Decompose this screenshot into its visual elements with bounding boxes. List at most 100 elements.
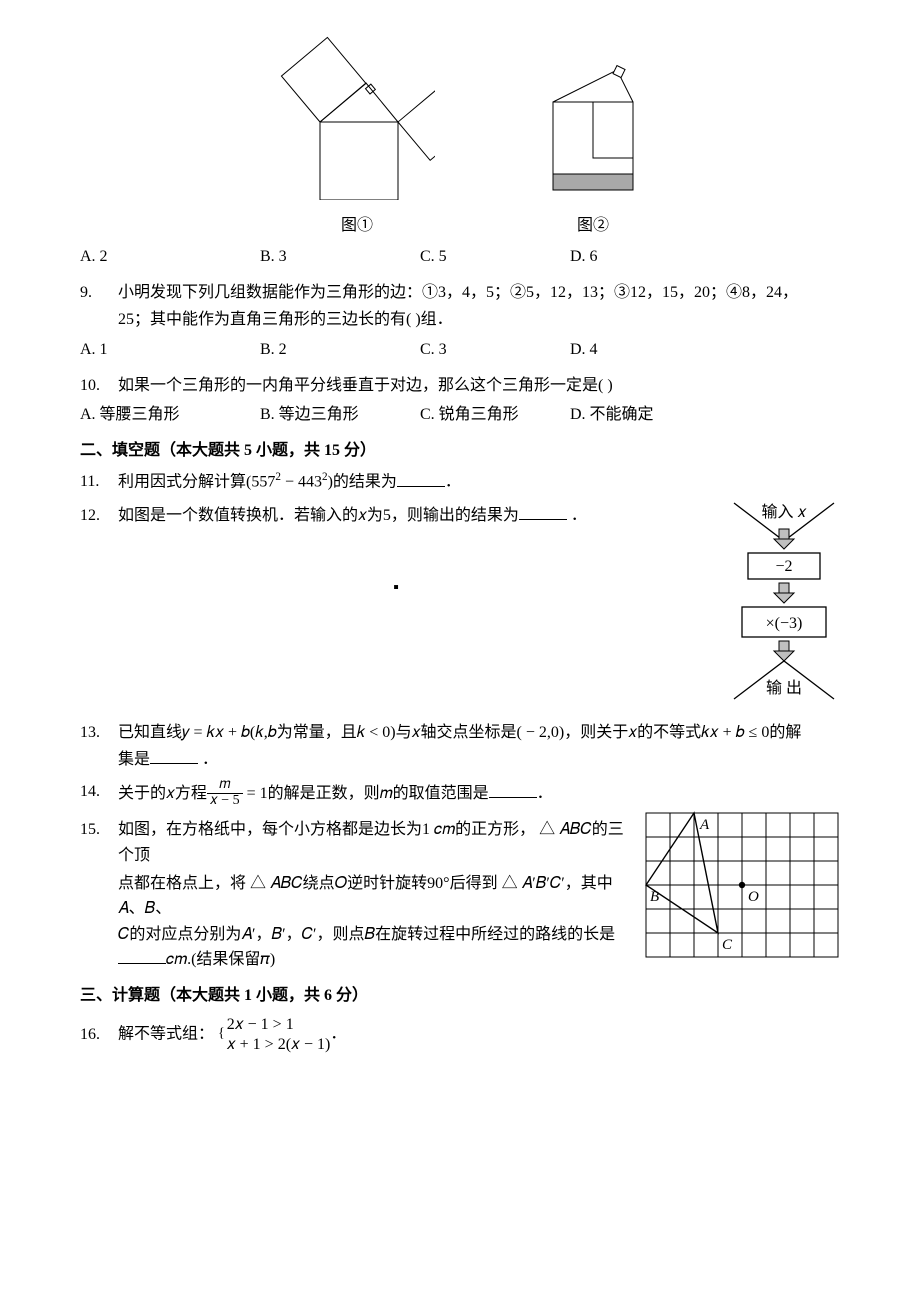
q8-choice-a: A. 2	[80, 244, 260, 270]
q16-pre: 解不等式组：	[118, 1025, 214, 1042]
q12-pre: 如图是一个数值转换机．若输入的𝑥为5，则输出的结果为	[118, 507, 519, 524]
q9-line2: 25；其中能作为直角三角形的三边长的有( )组．	[118, 307, 840, 333]
q9-choice-a: A. 1	[80, 337, 260, 363]
q14-mid: = 1的解是正数，则𝑚的取值范围是	[243, 785, 489, 802]
q15-l4-tail: 𝑐𝑚.(结果保留𝜋)	[166, 951, 275, 968]
q14-fraction: 𝑚𝑥 − 5	[207, 778, 243, 808]
q8-choice-c: C. 5	[420, 244, 570, 270]
q9: 9. 小明发现下列几组数据能作为三角形的边：①3，4，5；②5，12，13；③1…	[80, 280, 840, 306]
q13: 13. 已知直线𝑦 = 𝑘𝑥 + 𝑏(𝑘,𝑏为常量，且𝑘 < 0)与𝑥轴交点坐标…	[80, 720, 840, 746]
q12: 12. 如图是一个数值转换机．若输入的𝑥为5，则输出的结果为 ．	[80, 503, 712, 529]
q10-choice-a: A. 等腰三角形	[80, 402, 260, 428]
flowchart-icon: 输入 𝑥 −2 ×(−3) 输 出	[728, 497, 840, 705]
q16-system: { 2𝑥 − 1 > 1 𝑥 + 1 > 2(𝑥 − 1)	[218, 1015, 330, 1055]
q14-body: 关于的𝑥方程𝑚𝑥 − 5 = 1的解是正数，则𝑚的取值范围是 ．	[118, 779, 840, 809]
pythagoras-tree-icon	[279, 30, 435, 200]
q10: 10. 如果一个三角形的一内角平分线垂直于对边，那么这个三角形一定是( )	[80, 373, 840, 399]
grid-label-b: B	[650, 889, 659, 905]
q10-choice-b: B. 等边三角形	[260, 402, 420, 428]
q11-tail: ．	[445, 474, 461, 491]
q9-choice-d: D. 4	[570, 337, 840, 363]
grid-label-c: C	[722, 937, 733, 953]
q9-num: 9.	[80, 280, 118, 306]
q11: 11. 利用因式分解计算(5572 − 4432)的结果为．	[80, 469, 840, 495]
q12-row: 12. 如图是一个数值转换机．若输入的𝑥为5，则输出的结果为 ． ▪ 输入 𝑥 …	[80, 497, 840, 714]
q9-line1: 小明发现下列几组数据能作为三角形的边：①3，4，5；②5，12，13；③12，1…	[118, 284, 798, 301]
q8-choice-d: D. 6	[570, 244, 840, 270]
q15-l1: 如图，在方格纸中，每个小方格都是边长为1 𝑐𝑚的正方形， △ 𝐴𝐵𝐶的三个顶	[118, 817, 628, 868]
q9-body: 小明发现下列几组数据能作为三角形的边：①3，4，5；②5，12，13；③12，1…	[118, 280, 840, 306]
q9-choices: A. 1 B. 2 C. 3 D. 4	[80, 337, 840, 363]
q10-choices: A. 等腰三角形 B. 等边三角形 C. 锐角三角形 D. 不能确定	[80, 402, 840, 428]
section-2-heading: 二、填空题（本大题共 5 小题，共 15 分）	[80, 438, 840, 464]
grid-label-o: O	[748, 889, 759, 905]
flow-input-label: 输入 𝑥	[762, 503, 808, 521]
figure-2-wrap: 图②	[545, 30, 641, 238]
q15-row: 15. 如图，在方格纸中，每个小方格都是边长为1 𝑐𝑚的正方形， △ 𝐴𝐵𝐶的三…	[80, 811, 840, 973]
q9-choice-c: C. 3	[420, 337, 570, 363]
q15-l3: 𝐶的对应点分别为𝐴′，𝐵′，𝐶′，则点𝐵在旋转过程中所经过的路线的长是	[118, 922, 628, 948]
flowchart: 输入 𝑥 −2 ×(−3) 输 出	[728, 497, 840, 714]
q15-num: 15.	[80, 817, 118, 868]
q16-num: 16.	[80, 1022, 118, 1048]
q12-body: 如图是一个数值转换机．若输入的𝑥为5，则输出的结果为 ．	[118, 503, 712, 529]
q11-body: 利用因式分解计算(5572 − 4432)的结果为．	[118, 469, 840, 495]
q15-blank	[118, 947, 166, 964]
q13-l1: 已知直线𝑦 = 𝑘𝑥 + 𝑏(𝑘,𝑏为常量，且𝑘 < 0)与𝑥轴交点坐标是( −…	[118, 720, 840, 746]
q12-tail: ．	[567, 507, 587, 524]
q12-num: 12.	[80, 503, 118, 529]
q14-blank	[489, 781, 537, 798]
grid-figure: A B O C	[644, 811, 840, 968]
q16-tail: ．	[330, 1025, 346, 1042]
q8-choice-b: B. 3	[260, 244, 420, 270]
q11-blank	[397, 470, 445, 487]
q14-tail: ．	[537, 785, 553, 802]
section-3-heading: 三、计算题（本大题共 1 小题，共 6 分）	[80, 983, 840, 1009]
figure-1-caption: 图①	[279, 213, 435, 239]
q11-post: )的结果为	[328, 474, 397, 491]
grid-label-a: A	[699, 817, 710, 833]
q12-blank	[519, 503, 567, 520]
q8-choices: A. 2 B. 3 C. 5 D. 6	[80, 244, 840, 270]
q11-pre: 利用因式分解计算(557	[118, 474, 275, 491]
q11-num: 11.	[80, 469, 118, 495]
q9-choice-b: B. 2	[260, 337, 420, 363]
flow-arrow-2	[774, 583, 794, 603]
page-center-mark: ▪	[80, 575, 712, 601]
figure-1-wrap: 图①	[279, 30, 435, 238]
flow-step-1: −2	[775, 558, 792, 575]
q15-l2: 点都在格点上，将 △ 𝐴𝐵𝐶绕点𝑂逆时针旋转90°后得到 △ 𝐴′𝐵′𝐶′，其中…	[118, 871, 628, 922]
q10-text: 如果一个三角形的一内角平分线垂直于对边，那么这个三角形一定是( )	[118, 373, 840, 399]
q10-choice-d: D. 不能确定	[570, 402, 840, 428]
q10-choice-c: C. 锐角三角形	[420, 402, 570, 428]
figure-2-caption: 图②	[545, 213, 641, 239]
q13-l2-tail: ．	[198, 751, 218, 768]
flow-step-2: ×(−3)	[766, 615, 803, 632]
q14-frac-den: 𝑥 − 5	[207, 794, 243, 809]
grid-point-o	[739, 882, 745, 888]
q16: 16. 解不等式组： { 2𝑥 − 1 > 1 𝑥 + 1 > 2(𝑥 − 1)…	[80, 1015, 840, 1055]
flow-arrow-1	[774, 529, 794, 549]
q13-l2-pre: 集是	[118, 751, 150, 768]
flow-output-label: 输 出	[766, 679, 802, 697]
q14-frac-num: 𝑚	[207, 778, 243, 794]
q16-body: 解不等式组： { 2𝑥 − 1 > 1 𝑥 + 1 > 2(𝑥 − 1) ．	[118, 1015, 840, 1055]
q14-num: 14.	[80, 779, 118, 809]
house-diagram-icon	[545, 30, 641, 200]
brace-icon: {	[218, 1023, 225, 1045]
q15: 15. 如图，在方格纸中，每个小方格都是边长为1 𝑐𝑚的正方形， △ 𝐴𝐵𝐶的三…	[80, 817, 628, 868]
q11-mid: − 443	[281, 474, 322, 491]
q14: 14. 关于的𝑥方程𝑚𝑥 − 5 = 1的解是正数，则𝑚的取值范围是 ．	[80, 779, 840, 809]
center-dot-icon: ▪	[391, 575, 401, 601]
figure-row: 图① 图②	[80, 30, 840, 238]
q10-num: 10.	[80, 373, 118, 399]
q13-blank	[150, 747, 198, 764]
flow-arrow-3	[774, 641, 794, 661]
q16-line2: 𝑥 + 1 > 2(𝑥 − 1)	[227, 1035, 331, 1055]
q16-line1: 2𝑥 − 1 > 1	[227, 1015, 331, 1035]
q13-l2: 集是 ．	[118, 747, 840, 773]
q15-l4: 𝑐𝑚.(结果保留𝜋)	[118, 947, 628, 973]
grid-icon: A B O C	[644, 811, 840, 959]
q14-pre: 关于的𝑥方程	[118, 785, 207, 802]
q13-num: 13.	[80, 720, 118, 746]
